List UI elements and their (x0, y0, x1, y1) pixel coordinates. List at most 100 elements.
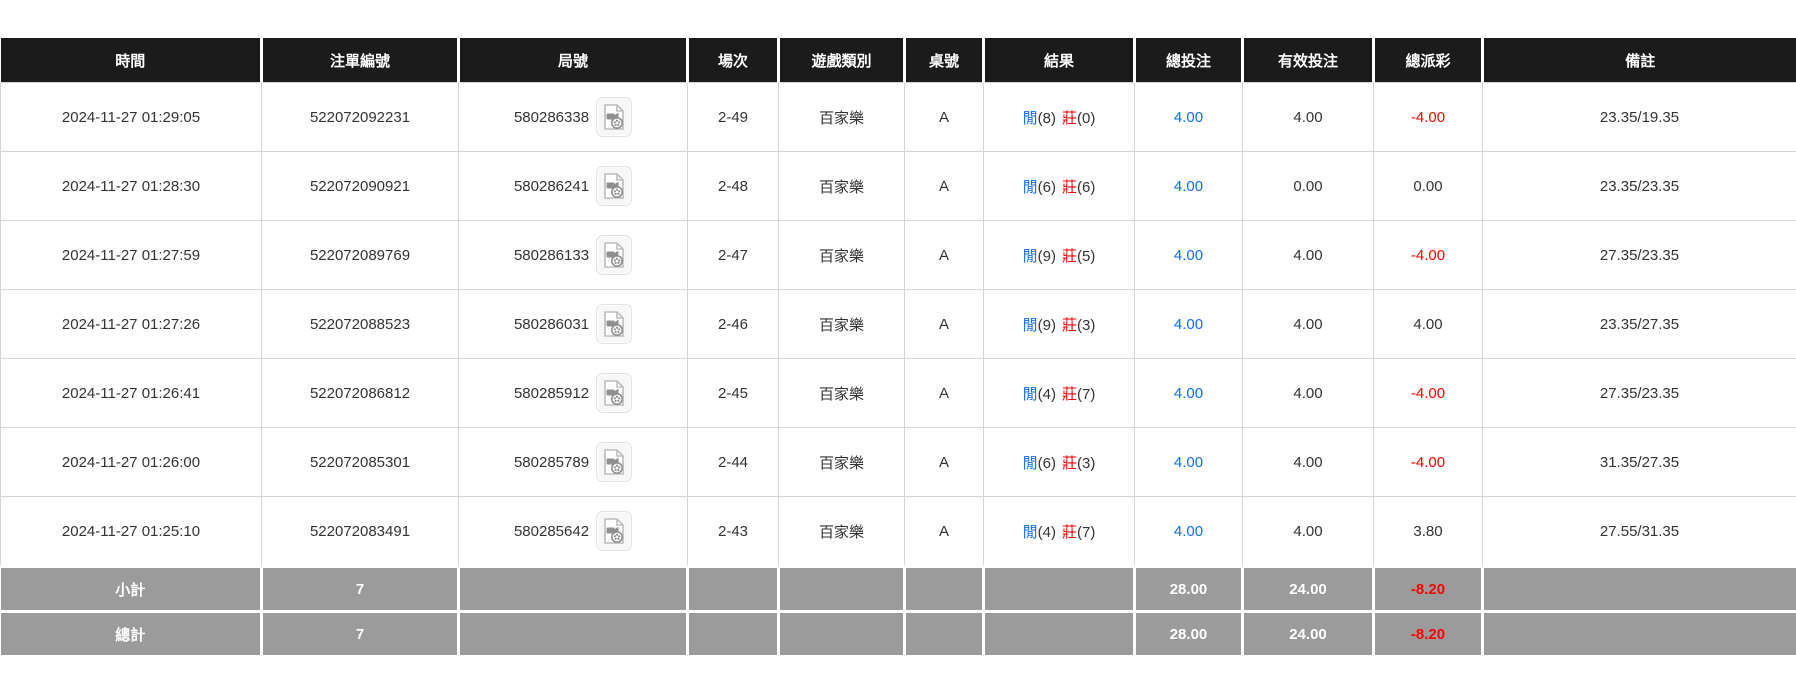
video-replay-icon[interactable] (596, 235, 632, 275)
bet-no-cell: 522072089769 (262, 221, 459, 290)
session-cell: 2-45 (688, 359, 779, 428)
total-bet-cell: 4.00 (1135, 428, 1243, 497)
banker-score: (5) (1077, 248, 1095, 265)
grand-total-total-bet: 28.00 (1135, 612, 1243, 657)
valid-bet-cell: 4.00 (1243, 83, 1374, 152)
result-cell: 閒(6)莊(6) (984, 152, 1135, 221)
player-score: (4) (1038, 524, 1056, 541)
game-type-cell: 百家樂 (779, 221, 905, 290)
empty-cell (905, 612, 984, 657)
empty-cell (688, 612, 779, 657)
session-cell: 2-43 (688, 497, 779, 567)
session-cell: 2-47 (688, 221, 779, 290)
video-replay-icon[interactable] (596, 442, 632, 482)
payout-cell: 4.00 (1374, 290, 1483, 359)
empty-cell (688, 567, 779, 612)
session-cell: 2-48 (688, 152, 779, 221)
total-bet-cell: 4.00 (1135, 152, 1243, 221)
subtotal-count: 7 (262, 567, 459, 612)
result-cell: 閒(4)莊(7) (984, 497, 1135, 567)
round-no-cell: 580285912 (459, 359, 688, 428)
total-bet-cell: 4.00 (1135, 359, 1243, 428)
col-header-table-no: 桌號 (905, 38, 984, 83)
col-header-result: 結果 (984, 38, 1135, 83)
player-label: 閒 (1023, 524, 1038, 541)
header-row: 時間 注單編號 局號 場次 遊戲類別 桌號 結果 總投注 有效投注 總派彩 備註 (1, 38, 1796, 83)
table-header: 時間 注單編號 局號 場次 遊戲類別 桌號 結果 總投注 有效投注 總派彩 備註 (1, 38, 1796, 83)
player-label: 閒 (1023, 386, 1038, 403)
empty-cell (459, 567, 688, 612)
video-replay-icon[interactable] (596, 373, 632, 413)
player-score: (6) (1038, 455, 1056, 472)
total-bet-cell: 4.00 (1135, 290, 1243, 359)
round-no: 580285789 (514, 454, 589, 471)
subtotal-label: 小計 (1, 567, 262, 612)
result-cell: 閒(9)莊(3) (984, 290, 1135, 359)
time-cell: 2024-11-27 01:27:59 (1, 221, 262, 290)
round-no-cell: 580285642 (459, 497, 688, 567)
table-no-cell: A (905, 152, 984, 221)
payout-cell: -4.00 (1374, 428, 1483, 497)
video-replay-icon[interactable] (596, 511, 632, 551)
subtotal-valid-bet: 24.00 (1243, 567, 1374, 612)
col-header-note: 備註 (1483, 38, 1796, 83)
round-no-cell: 580285789 (459, 428, 688, 497)
note-cell: 23.35/19.35 (1483, 83, 1796, 152)
video-replay-icon[interactable] (596, 97, 632, 137)
subtotal-total-bet: 28.00 (1135, 567, 1243, 612)
time-cell: 2024-11-27 01:27:26 (1, 290, 262, 359)
player-label: 閒 (1023, 110, 1038, 127)
note-cell: 27.35/23.35 (1483, 221, 1796, 290)
subtotal-payout: -8.20 (1374, 567, 1483, 612)
payout-cell: -4.00 (1374, 359, 1483, 428)
table-no-cell: A (905, 221, 984, 290)
col-header-game-type: 遊戲類別 (779, 38, 905, 83)
table-no-cell: A (905, 359, 984, 428)
empty-cell (779, 567, 905, 612)
player-score: (6) (1038, 179, 1056, 196)
round-no: 580286133 (514, 247, 589, 264)
round-no: 580286338 (514, 109, 589, 126)
payout-cell: 0.00 (1374, 152, 1483, 221)
table-footer: 小計 7 28.00 24.00 -8.20 總計 7 28. (1, 567, 1796, 657)
empty-cell (459, 612, 688, 657)
banker-label: 莊 (1062, 110, 1077, 127)
time-cell: 2024-11-27 01:26:41 (1, 359, 262, 428)
grand-total-label: 總計 (1, 612, 262, 657)
game-type-cell: 百家樂 (779, 290, 905, 359)
total-bet-cell: 4.00 (1135, 83, 1243, 152)
video-replay-icon[interactable] (596, 166, 632, 206)
grand-total-row: 總計 7 28.00 24.00 -8.20 (1, 612, 1796, 657)
time-cell: 2024-11-27 01:26:00 (1, 428, 262, 497)
round-no: 580285642 (514, 523, 589, 540)
player-label: 閒 (1023, 248, 1038, 265)
payout-cell: -4.00 (1374, 221, 1483, 290)
valid-bet-cell: 4.00 (1243, 290, 1374, 359)
game-type-cell: 百家樂 (779, 428, 905, 497)
grand-total-valid-bet: 24.00 (1243, 612, 1374, 657)
player-score: (8) (1038, 110, 1056, 127)
empty-cell (779, 612, 905, 657)
bet-no-cell: 522072092231 (262, 83, 459, 152)
empty-cell (1483, 612, 1796, 657)
round-no-cell: 580286031 (459, 290, 688, 359)
session-cell: 2-44 (688, 428, 779, 497)
session-cell: 2-46 (688, 290, 779, 359)
bet-history-table: 時間 注單編號 局號 場次 遊戲類別 桌號 結果 總投注 有效投注 總派彩 備註… (0, 38, 1796, 658)
valid-bet-cell: 4.00 (1243, 359, 1374, 428)
banker-score: (3) (1077, 455, 1095, 472)
banker-label: 莊 (1062, 248, 1077, 265)
table-no-cell: A (905, 497, 984, 567)
video-replay-icon[interactable] (596, 304, 632, 344)
bet-no-cell: 522072090921 (262, 152, 459, 221)
round-no-cell: 580286133 (459, 221, 688, 290)
note-cell: 27.35/23.35 (1483, 359, 1796, 428)
empty-cell (984, 567, 1135, 612)
time-cell: 2024-11-27 01:29:05 (1, 83, 262, 152)
grand-total-payout: -8.20 (1374, 612, 1483, 657)
round-no-cell: 580286338 (459, 83, 688, 152)
